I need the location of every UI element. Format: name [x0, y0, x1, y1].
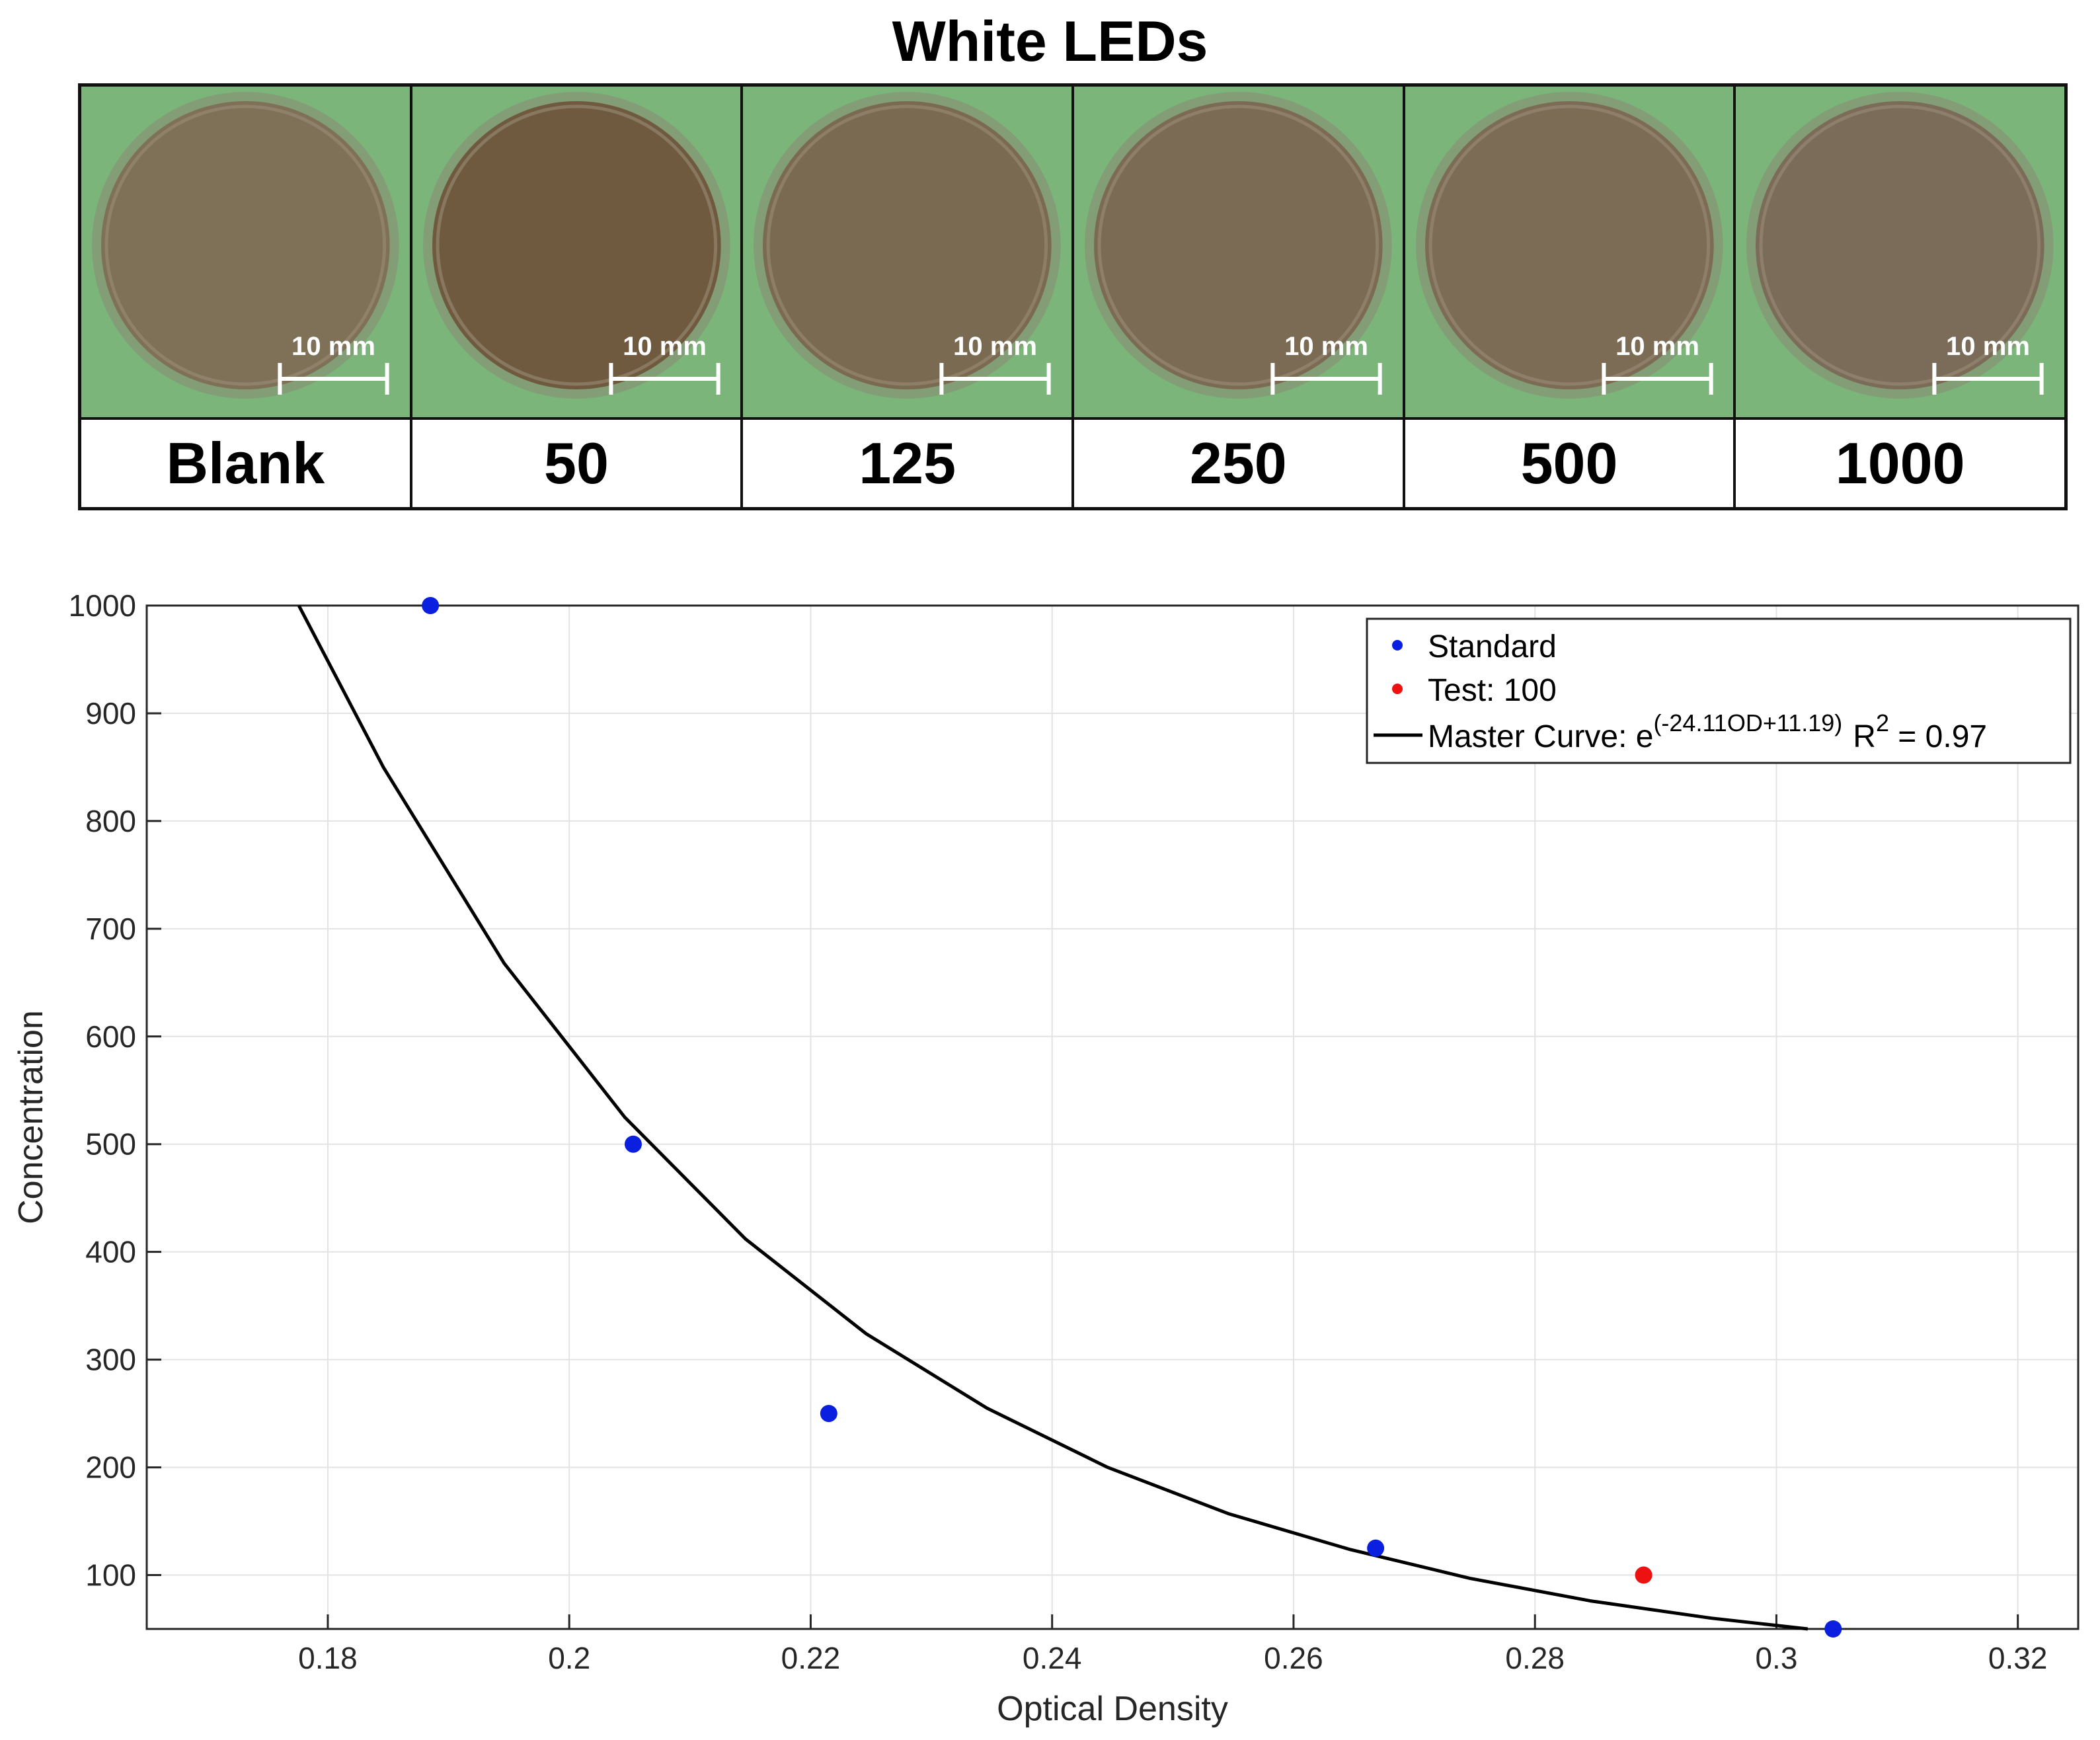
legend-r-value: = 0.97 [1889, 719, 1987, 754]
petri-dish-drawing: 10 mm [1073, 87, 1403, 417]
plate-image-blank: 10 mm [81, 87, 410, 417]
legend-standard-marker [1392, 640, 1403, 651]
standard-data-point [820, 1405, 837, 1423]
axes-box [145, 604, 2080, 1630]
y-tick-label: 200 [85, 1450, 136, 1485]
x-tick-label: 0.18 [298, 1641, 358, 1675]
standard-data-point [422, 597, 440, 614]
dish-inner-ring [1759, 104, 2041, 386]
legend-curve-exponent: (-24.11OD+11.19) [1653, 709, 1842, 736]
plate-label-250: 250 [1073, 420, 1403, 507]
y-axis-label: Concentration [12, 1010, 50, 1224]
dish-medium [101, 101, 390, 389]
dish-medium [1756, 101, 2044, 389]
y-tick-label: 700 [85, 912, 136, 946]
plate-label-125: 125 [743, 420, 1071, 507]
y-tick-label: 500 [85, 1127, 136, 1162]
dish-inner-ring [104, 104, 387, 386]
plate-label-500: 500 [1405, 420, 1734, 507]
x-tick-label: 0.24 [1023, 1641, 1082, 1675]
dish-medium [432, 101, 721, 389]
master-curve-layer [297, 604, 1808, 1631]
plate-image-125: 10 mm [743, 87, 1071, 417]
scale-bar-label: 10 mm [1615, 332, 1699, 361]
legend-test-marker [1392, 684, 1403, 694]
legend-standard-label: Standard [1428, 629, 1557, 664]
dish-medium [1094, 101, 1383, 389]
plate-image-table: 10 mm 10 mm 10 mm 10 mm 10 mm 10 mm Blan… [78, 83, 2068, 510]
scale-bar-label: 10 mm [292, 332, 375, 361]
figure-title: White LEDs [892, 10, 1208, 73]
plate-image-50: 10 mm [412, 87, 741, 417]
legend-r-label: R [1853, 719, 1876, 754]
test-data-point [1635, 1566, 1653, 1584]
y-tick-label: 900 [85, 696, 136, 731]
petri-dish-drawing: 10 mm [1736, 87, 2064, 417]
scale-bar-label: 10 mm [1284, 332, 1368, 361]
standard-data-point [1367, 1539, 1385, 1557]
scale-bar-label: 10 mm [623, 332, 707, 361]
x-tick-label: 0.32 [1988, 1641, 2048, 1675]
legend-curve-prefix: Master Curve: e [1428, 719, 1653, 754]
standard-data-point [1824, 1620, 1842, 1638]
dish-medium [1424, 101, 1714, 389]
legend-r-power: 2 [1876, 709, 1889, 736]
legend: Standard Test: 100 Master Curve: e(-24.1… [1366, 617, 2072, 764]
x-tick-label: 0.2 [548, 1641, 590, 1675]
x-tick-label: 0.3 [1755, 1641, 1797, 1675]
plate-image-1000: 10 mm [1736, 87, 2064, 417]
dish-inner-ring [1428, 104, 1710, 386]
x-axis-label: Optical Density [997, 1690, 1228, 1728]
calibration-chart: 0.18 0.2 0.22 0.24 0.26 0.28 0.3 0.32 100 200 300… [12, 588, 2080, 1728]
petri-dish-drawing: 10 mm [1405, 87, 1734, 417]
plate-image-250: 10 mm [1073, 87, 1403, 417]
x-tick-label: 0.28 [1505, 1641, 1565, 1675]
x-tick-labels: 0.18 0.2 0.22 0.24 0.26 0.28 0.3 0.32 [298, 1641, 2047, 1675]
plate-image-500: 10 mm [1405, 87, 1734, 417]
plate-label-1000: 1000 [1736, 420, 2064, 507]
petri-dish-drawing: 10 mm [743, 87, 1071, 417]
legend-box [1366, 617, 2072, 764]
dish-medium [763, 101, 1052, 389]
standard-data-point [624, 1135, 642, 1153]
plate-label-50: 50 [412, 420, 741, 507]
petri-dish-drawing: 10 mm [81, 87, 410, 417]
y-tick-label: 300 [85, 1343, 136, 1377]
data-point-layer [422, 597, 1842, 1638]
plate-label-blank: Blank [81, 420, 410, 507]
y-tick-label: 100 [85, 1558, 136, 1593]
legend-curve-label: Master Curve: e(-24.11OD+11.19) R2 = 0.97 [1428, 709, 1987, 754]
dish-inner-ring [766, 104, 1048, 386]
dish-inner-ring [1097, 104, 1380, 386]
petri-dish-drawing: 10 mm [412, 87, 741, 417]
dish-inner-ring [436, 104, 717, 386]
y-tick-label: 400 [85, 1235, 136, 1269]
y-tick-label: 1000 [69, 588, 136, 623]
y-tick-label: 600 [85, 1019, 136, 1054]
x-tick-label: 0.22 [781, 1641, 841, 1675]
master-curve-line [297, 604, 1808, 1631]
scale-bar-label: 10 mm [953, 332, 1037, 361]
y-tick-labels: 100 200 300 400 500 600 700 800 900 1000 [69, 588, 136, 1593]
legend-test-label: Test: 100 [1428, 673, 1557, 708]
y-tick-label: 800 [85, 804, 136, 838]
x-tick-label: 0.26 [1264, 1641, 1323, 1675]
scale-bar-label: 10 mm [1946, 332, 2030, 361]
